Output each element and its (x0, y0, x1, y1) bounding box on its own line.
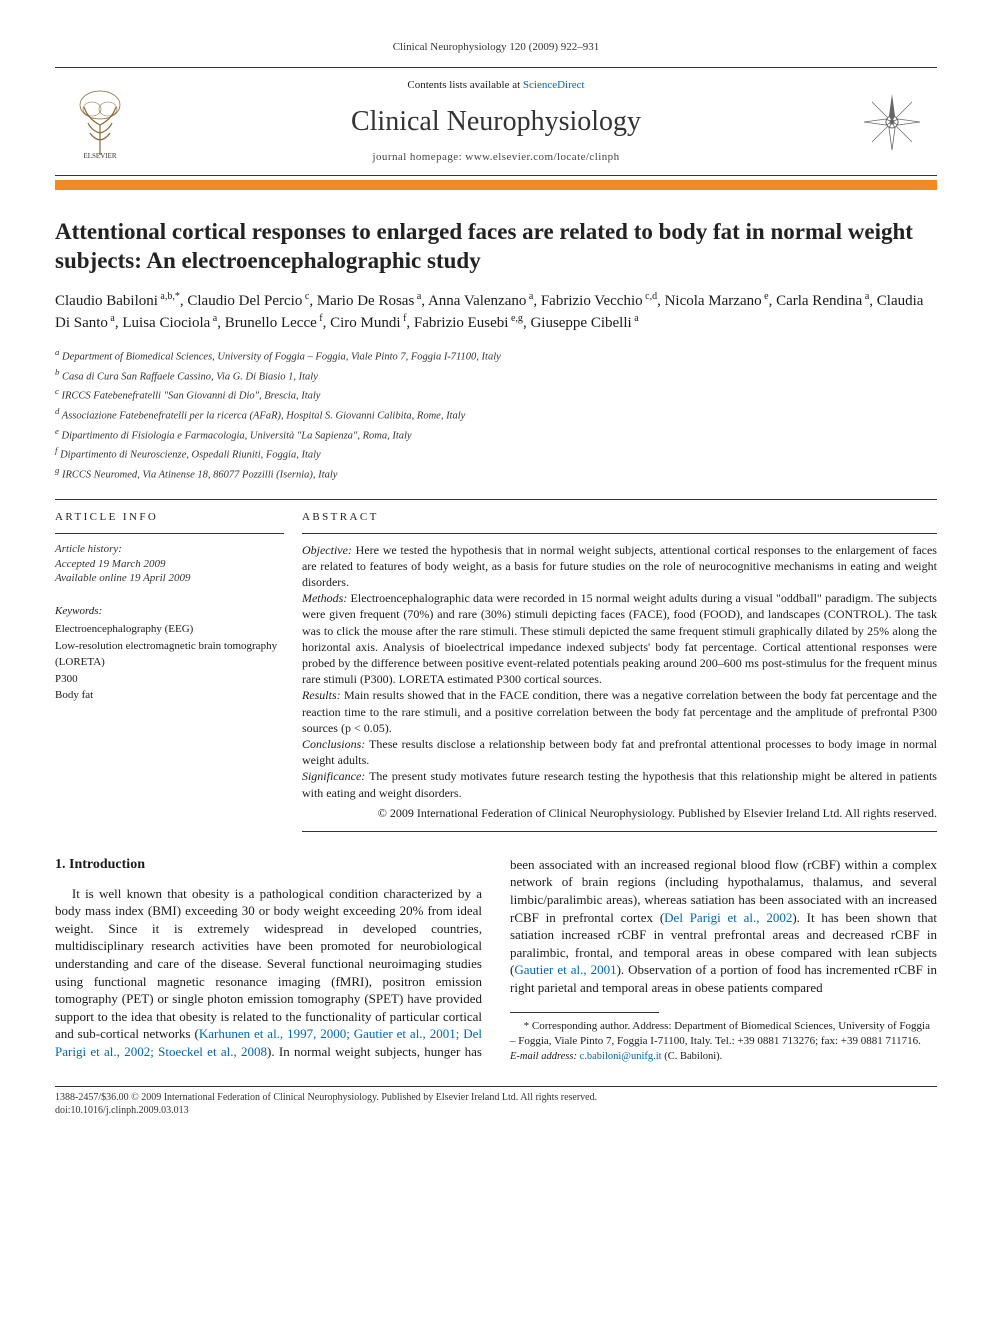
affiliation-line: c IRCCS Fatebenefratelli "San Giovanni d… (55, 385, 937, 404)
divider (302, 533, 937, 534)
keyword-item: Electroencephalography (EEG) (55, 621, 284, 638)
keywords-list: Electroencephalography (EEG)Low-resoluti… (55, 621, 284, 704)
keyword-item: Low-resolution electromagnetic brain tom… (55, 638, 284, 671)
citation-link[interactable]: Gautier et al., 2001 (514, 962, 616, 977)
author-email-link[interactable]: c.babiloni@unifg.it (580, 1051, 662, 1062)
journal-homepage: journal homepage: www.elsevier.com/locat… (145, 150, 847, 165)
journal-name: Clinical Neurophysiology (145, 103, 847, 141)
objective-label: Objective: (302, 543, 352, 557)
affiliation-line: e Dipartimento di Fisiologia e Farmacolo… (55, 425, 937, 444)
significance-label: Significance: (302, 769, 365, 783)
running-head: Clinical Neurophysiology 120 (2009) 922–… (55, 40, 937, 55)
affiliation-line: d Associazione Fatebenefratelli per la r… (55, 405, 937, 424)
publisher-logo: ELSEVIER (55, 85, 145, 159)
footnote-rule (510, 1012, 659, 1013)
orange-accent-bar (55, 180, 937, 190)
abstract-copyright: © 2009 International Federation of Clini… (302, 805, 937, 821)
abstract-head: ABSTRACT (302, 510, 937, 525)
objective-text: Here we tested the hypothesis that in no… (302, 543, 937, 589)
email-label: E-mail address: (510, 1051, 580, 1062)
affiliation-line: b Casa di Cura San Raffaele Cassino, Via… (55, 366, 937, 385)
corresponding-author-footnote: * Corresponding author. Address: Departm… (510, 1019, 937, 1064)
footer-doi: doi:10.1016/j.clinph.2009.03.013 (55, 1104, 937, 1118)
results-label: Results: (302, 688, 341, 702)
affiliations: a Department of Biomedical Sciences, Uni… (55, 346, 937, 483)
methods-label: Methods: (302, 591, 347, 605)
author-list: Claudio Babiloni a,b,*, Claudio Del Perc… (55, 290, 937, 334)
affiliation-line: g IRCCS Neuromed, Via Atinense 18, 86077… (55, 464, 937, 483)
contents-available: Contents lists available at ScienceDirec… (145, 78, 847, 93)
article-info-column: ARTICLE INFO Article history: Accepted 1… (55, 500, 302, 832)
article-title: Attentional cortical responses to enlarg… (55, 218, 937, 276)
footer-copyright: 1388-2457/$36.00 © 2009 International Fe… (55, 1091, 937, 1105)
history-label: Article history: (55, 542, 284, 557)
email-attribution: (C. Babiloni). (662, 1051, 723, 1062)
journal-banner: ELSEVIER Contents lists available at Sci… (55, 67, 937, 176)
keyword-item: Body fat (55, 687, 284, 704)
affiliation-line: f Dipartimento di Neuroscienze, Ospedali… (55, 444, 937, 463)
contents-text: Contents lists available at (407, 79, 522, 91)
results-text: Main results showed that in the FACE con… (302, 688, 937, 734)
keyword-item: P300 (55, 671, 284, 688)
footnote-text: * Corresponding author. Address: Departm… (510, 1020, 930, 1047)
compass-logo-icon (860, 90, 924, 154)
affiliation-line: a Department of Biomedical Sciences, Uni… (55, 346, 937, 365)
divider (55, 533, 284, 534)
svg-text:ELSEVIER: ELSEVIER (83, 152, 116, 159)
elsevier-tree-icon: ELSEVIER (70, 85, 130, 159)
body-text: 1. Introduction It is well known that ob… (55, 856, 937, 1064)
intro-heading: 1. Introduction (55, 856, 482, 875)
keywords-label: Keywords: (55, 604, 284, 619)
abstract-column: ABSTRACT Objective: Here we tested the h… (302, 500, 937, 832)
page-footer: 1388-2457/$36.00 © 2009 International Fe… (55, 1086, 937, 1118)
intro-text-1: It is well known that obesity is a patho… (55, 886, 482, 1041)
conclusions-label: Conclusions: (302, 737, 365, 751)
article-info-head: ARTICLE INFO (55, 510, 284, 525)
accepted-date: Accepted 19 March 2009 (55, 558, 165, 570)
conclusions-text: These results disclose a relationship be… (302, 737, 937, 767)
abstract-body: Objective: Here we tested the hypothesis… (302, 542, 937, 821)
significance-text: The present study motivates future resea… (302, 769, 937, 799)
citation-link[interactable]: Del Parigi et al., 2002 (664, 910, 792, 925)
sciencedirect-link[interactable]: ScienceDirect (523, 79, 585, 91)
online-date: Available online 19 April 2009 (55, 572, 190, 584)
methods-text: Electroencephalographic data were record… (302, 591, 937, 686)
journal-logo (847, 90, 937, 154)
